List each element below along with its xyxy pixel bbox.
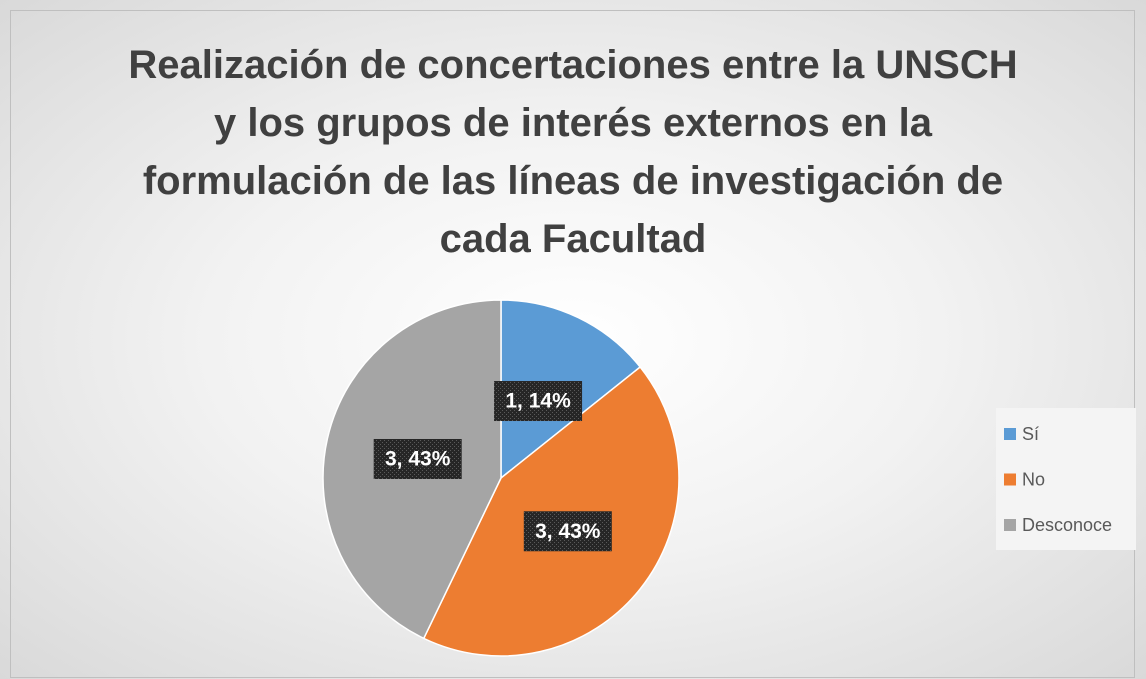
legend-swatch — [1004, 428, 1016, 440]
legend-label: Sí — [1022, 424, 1039, 444]
data-label-box — [373, 438, 462, 479]
data-label: 3, 43% — [535, 520, 601, 543]
data-label: 3, 43% — [385, 448, 451, 471]
data-label: 1, 14% — [505, 390, 571, 413]
legend-swatch — [1004, 473, 1016, 486]
data-label-box — [494, 381, 583, 422]
legend-label: Desconoce — [1022, 515, 1112, 535]
legend-box — [996, 408, 1136, 550]
chart-title: Realización de concertaciones entre la U… — [128, 43, 1018, 261]
legend-swatch — [1004, 519, 1016, 531]
legend-label: No — [1022, 469, 1045, 489]
data-label-box — [523, 511, 612, 552]
chart-frame — [10, 10, 1135, 678]
